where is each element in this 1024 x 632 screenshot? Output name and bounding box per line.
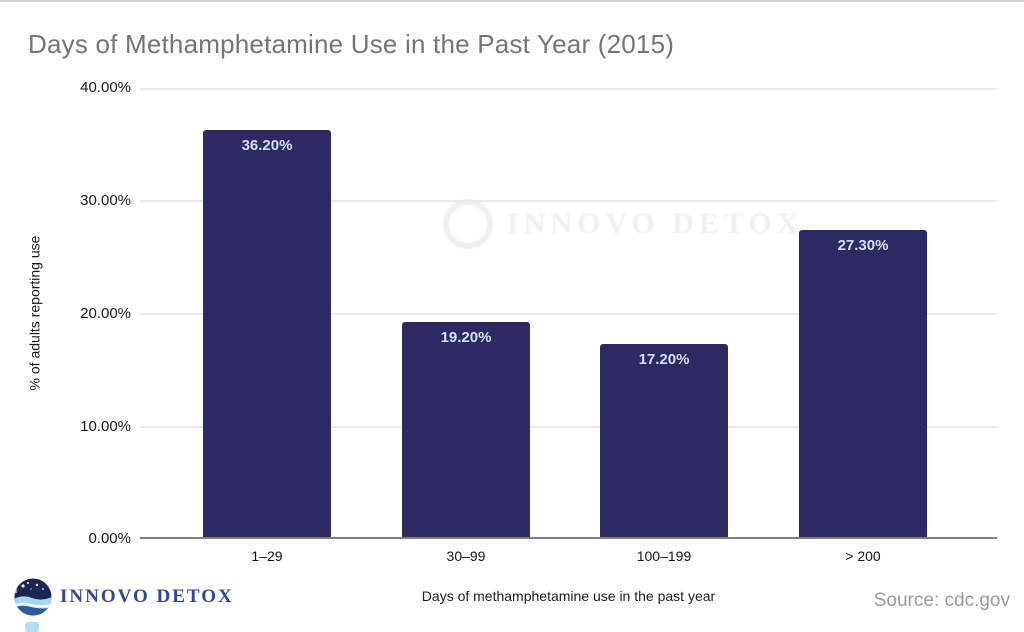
x-tick-label: 1–29 — [251, 548, 283, 564]
x-tick-label: 100–199 — [636, 548, 692, 564]
plot-area: 36.20% 19.20% 17.20% 27.30% — [140, 88, 997, 539]
bar: 19.20% — [402, 322, 530, 538]
x-axis-title: Days of methamphetamine use in the past … — [421, 588, 716, 604]
bar: 17.20% — [600, 344, 728, 538]
gridline — [140, 426, 997, 428]
bar: 36.20% — [203, 130, 331, 538]
brand-logo: INNOVO DETOX — [14, 578, 234, 616]
y-tick-label: 10.00% — [80, 418, 131, 435]
y-tick-label: 20.00% — [80, 305, 131, 322]
chart-title: Days of Methamphetamine Use in the Past … — [28, 29, 675, 59]
y-tick-label: 0.00% — [88, 530, 131, 547]
source-label: Source: cdc.gov — [873, 590, 1010, 611]
brand-logo-fragment — [25, 622, 39, 632]
y-tick-label: 40.00% — [80, 79, 131, 96]
x-tick-label: 30–99 — [446, 548, 486, 564]
gridline — [140, 200, 997, 202]
bar: 27.30% — [799, 230, 927, 538]
innovo-detox-globe-icon — [14, 578, 52, 616]
gridline — [140, 88, 997, 90]
x-axis-line — [140, 537, 997, 539]
bar-value-label: 36.20% — [241, 137, 293, 154]
y-axis-title: % of adults reporting use — [26, 235, 43, 391]
bar-value-label: 17.20% — [638, 351, 690, 368]
gridline — [140, 313, 997, 315]
y-tick-label: 30.00% — [80, 192, 131, 209]
brand-name: INNOVO DETOX — [60, 586, 234, 607]
bar-value-label: 27.30% — [837, 237, 889, 254]
x-tick-label: > 200 — [845, 548, 881, 564]
bar-value-label: 19.20% — [440, 329, 492, 346]
